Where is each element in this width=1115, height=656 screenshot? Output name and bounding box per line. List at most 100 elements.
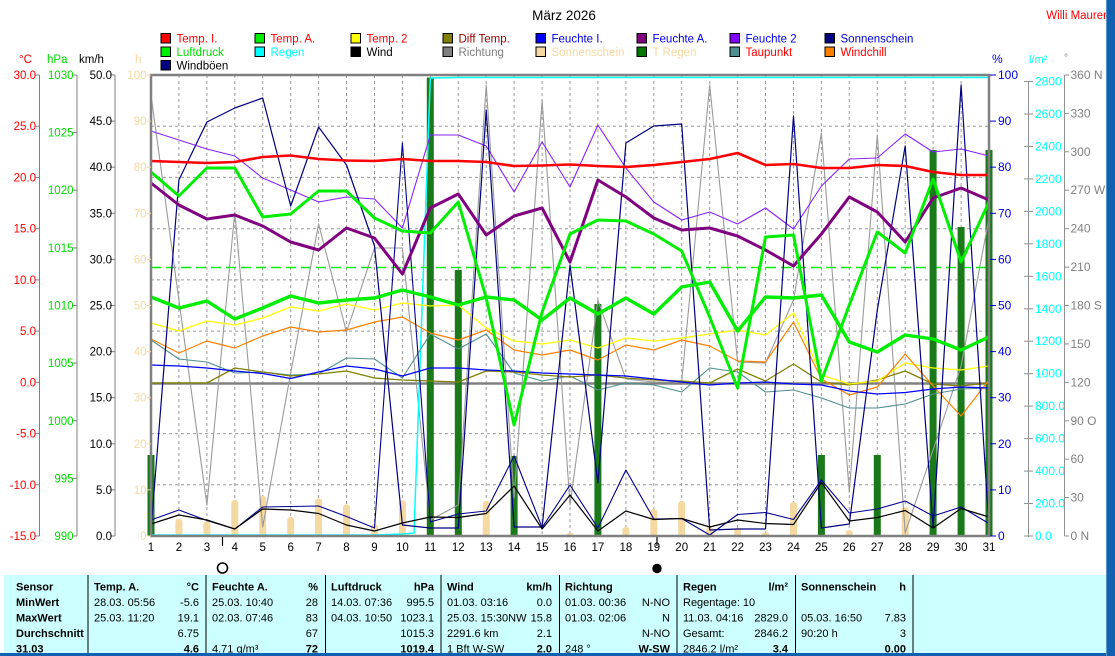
svg-text:10: 10 bbox=[998, 483, 1012, 497]
svg-text:-10.0: -10.0 bbox=[10, 480, 36, 492]
svg-text:-5.6: -5.6 bbox=[180, 597, 199, 609]
svg-text:h: h bbox=[135, 54, 141, 66]
svg-text:Luftdruck: Luftdruck bbox=[331, 582, 383, 594]
svg-text:20.0: 20.0 bbox=[90, 347, 112, 359]
svg-text:Gesamt:: Gesamt: bbox=[683, 628, 725, 640]
svg-text:0.0: 0.0 bbox=[20, 377, 36, 389]
svg-text:2846.2: 2846.2 bbox=[754, 628, 788, 640]
svg-text:1000: 1000 bbox=[48, 416, 74, 428]
svg-text:60: 60 bbox=[1071, 452, 1085, 466]
svg-text:02.03. 07:46: 02.03. 07:46 bbox=[212, 613, 273, 625]
svg-text:800.0: 800.0 bbox=[1035, 399, 1065, 413]
svg-text:300: 300 bbox=[1071, 145, 1091, 159]
svg-text:01.03. 03:16: 01.03. 03:16 bbox=[447, 597, 508, 609]
svg-text:22: 22 bbox=[731, 542, 744, 554]
svg-text:80: 80 bbox=[134, 162, 147, 174]
svg-text:1600: 1600 bbox=[1035, 269, 1062, 283]
svg-text:°C: °C bbox=[187, 582, 199, 594]
svg-text:°: ° bbox=[1064, 53, 1068, 64]
svg-text:995: 995 bbox=[54, 473, 73, 485]
svg-text:Richtung: Richtung bbox=[565, 582, 613, 594]
svg-text:04.03. 10:50: 04.03. 10:50 bbox=[331, 613, 392, 625]
svg-text:Wind: Wind bbox=[447, 582, 474, 594]
svg-text:9: 9 bbox=[371, 542, 377, 554]
svg-text:5.0: 5.0 bbox=[96, 485, 112, 497]
svg-text:28: 28 bbox=[899, 542, 912, 554]
svg-text:90:20 h: 90:20 h bbox=[801, 628, 838, 640]
svg-text:15: 15 bbox=[536, 542, 549, 554]
svg-text:1400: 1400 bbox=[1035, 302, 1062, 316]
svg-text:17: 17 bbox=[592, 542, 605, 554]
svg-text:1025: 1025 bbox=[48, 128, 74, 140]
svg-text:19.1: 19.1 bbox=[178, 613, 199, 625]
svg-text:50: 50 bbox=[998, 299, 1012, 313]
svg-text:l/m²: l/m² bbox=[768, 582, 788, 594]
svg-text:13: 13 bbox=[480, 542, 493, 554]
svg-text:80: 80 bbox=[998, 160, 1012, 174]
svg-text:0.0: 0.0 bbox=[96, 531, 112, 543]
svg-text:6: 6 bbox=[287, 542, 293, 554]
svg-text:°C: °C bbox=[19, 54, 32, 66]
svg-text:2800: 2800 bbox=[1035, 75, 1062, 89]
svg-text:15.8: 15.8 bbox=[531, 613, 552, 625]
svg-text:05.03. 16:50: 05.03. 16:50 bbox=[801, 613, 862, 625]
svg-text:Temp. I.: Temp. I. bbox=[177, 34, 218, 46]
svg-text:6.75: 6.75 bbox=[178, 628, 199, 640]
svg-text:2600: 2600 bbox=[1035, 107, 1062, 121]
svg-text:360 N: 360 N bbox=[1071, 68, 1103, 82]
svg-text:40: 40 bbox=[998, 345, 1012, 359]
svg-text:10: 10 bbox=[134, 485, 147, 497]
svg-text:30.0: 30.0 bbox=[14, 70, 36, 82]
svg-text:MinWert: MinWert bbox=[16, 597, 60, 609]
svg-text:2.1: 2.1 bbox=[537, 628, 552, 640]
svg-text:30: 30 bbox=[134, 393, 147, 405]
svg-text:km/h: km/h bbox=[79, 54, 104, 66]
svg-text:Willi Maurer: Willi Maurer bbox=[1046, 10, 1107, 22]
svg-text:Wind: Wind bbox=[367, 47, 393, 59]
svg-text:Regen: Regen bbox=[271, 47, 305, 59]
svg-text:50.0: 50.0 bbox=[90, 70, 112, 82]
svg-text:83: 83 bbox=[306, 613, 318, 625]
svg-text:0.0: 0.0 bbox=[1035, 529, 1052, 543]
svg-text:25: 25 bbox=[815, 542, 828, 554]
svg-text:10: 10 bbox=[396, 542, 409, 554]
svg-text:7.83: 7.83 bbox=[885, 613, 906, 625]
svg-text:Diff Temp.: Diff Temp. bbox=[459, 34, 510, 46]
svg-text:0.0: 0.0 bbox=[537, 597, 552, 609]
svg-text:Regentage: 10: Regentage: 10 bbox=[683, 597, 755, 609]
svg-text:600.0: 600.0 bbox=[1035, 432, 1065, 446]
svg-text:26: 26 bbox=[843, 542, 856, 554]
svg-text:12: 12 bbox=[452, 542, 465, 554]
svg-text:Sonnenschein: Sonnenschein bbox=[841, 34, 914, 46]
svg-text:70: 70 bbox=[998, 206, 1012, 220]
svg-text:1: 1 bbox=[148, 542, 154, 554]
svg-text:25.0: 25.0 bbox=[14, 121, 36, 133]
svg-text:Sonnenschein: Sonnenschein bbox=[552, 47, 625, 59]
svg-text:N: N bbox=[662, 613, 670, 625]
svg-text:5.0: 5.0 bbox=[20, 326, 36, 338]
svg-text:27: 27 bbox=[871, 542, 884, 554]
svg-text:MaxWert: MaxWert bbox=[16, 613, 62, 625]
svg-text:100: 100 bbox=[127, 70, 146, 82]
svg-text:14: 14 bbox=[508, 542, 521, 554]
svg-text:4: 4 bbox=[232, 542, 239, 554]
svg-text:990: 990 bbox=[54, 531, 73, 543]
svg-text:150: 150 bbox=[1071, 337, 1091, 351]
svg-text:210: 210 bbox=[1071, 260, 1091, 274]
svg-text:270 W: 270 W bbox=[1071, 183, 1106, 197]
svg-text:Richtung: Richtung bbox=[459, 47, 504, 59]
svg-text:14.03. 07:36: 14.03. 07:36 bbox=[331, 597, 392, 609]
svg-text:20: 20 bbox=[134, 439, 147, 451]
svg-text:%: % bbox=[992, 52, 1003, 66]
svg-text:18: 18 bbox=[620, 542, 633, 554]
svg-text:40.0: 40.0 bbox=[90, 162, 112, 174]
svg-text:30: 30 bbox=[1071, 491, 1085, 505]
svg-text:-5.0: -5.0 bbox=[16, 429, 36, 441]
svg-text:30: 30 bbox=[998, 391, 1012, 405]
svg-text:0 N: 0 N bbox=[1071, 529, 1090, 543]
svg-text:23: 23 bbox=[759, 542, 772, 554]
svg-text:2200: 2200 bbox=[1035, 172, 1062, 186]
svg-text:200.0: 200.0 bbox=[1035, 497, 1065, 511]
svg-text:7: 7 bbox=[315, 542, 321, 554]
svg-text:10.0: 10.0 bbox=[14, 275, 36, 287]
